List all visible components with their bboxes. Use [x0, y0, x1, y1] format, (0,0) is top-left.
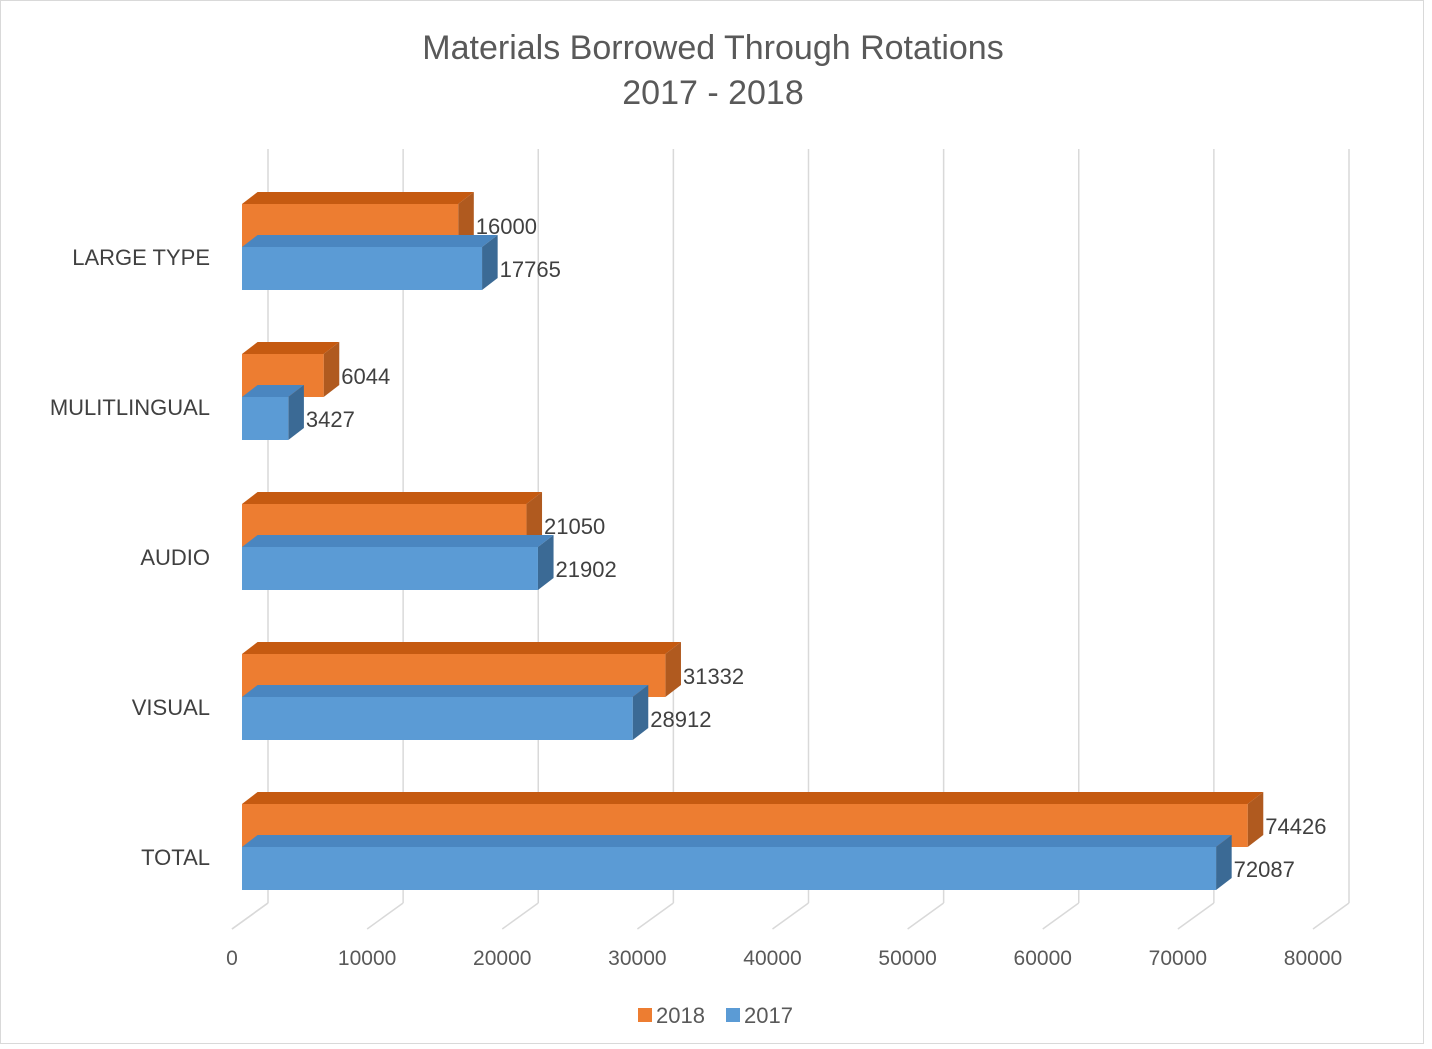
data-label: 21902	[556, 557, 617, 582]
chart-subtitle: 2017 - 2018	[622, 74, 804, 112]
bar-side-face	[482, 235, 498, 290]
bar-top-face	[242, 235, 498, 247]
data-label: 16000	[476, 214, 537, 239]
bar-side-face	[1216, 835, 1232, 890]
gridline-floor	[907, 902, 945, 930]
data-label: 17765	[500, 257, 561, 282]
gridline-floor	[636, 902, 674, 930]
data-label: 21050	[544, 514, 605, 539]
bar-2017	[242, 247, 483, 290]
bar-side-face	[665, 642, 681, 697]
category-label: MULITLINGUAL	[50, 395, 210, 420]
bar-2017	[242, 697, 633, 740]
x-tick-label: 40000	[743, 947, 801, 970]
x-tick-label: 10000	[338, 947, 396, 970]
bar-top-face	[242, 342, 340, 354]
bar-side-face	[1247, 792, 1264, 847]
gridline-floor	[231, 902, 269, 930]
x-tick-label: 30000	[608, 947, 666, 970]
bar-top-face	[242, 492, 543, 504]
bar-2017	[242, 547, 538, 590]
bar-2017	[242, 397, 289, 440]
bar-2017	[242, 847, 1217, 890]
gridline-floor	[1177, 902, 1215, 930]
gridline-floor	[1042, 902, 1080, 930]
data-label: 28912	[650, 707, 711, 732]
bar-side-face	[458, 192, 474, 247]
bar-top-face	[242, 535, 554, 547]
data-label: 74426	[1265, 814, 1326, 839]
bar-top-face	[242, 642, 681, 654]
x-tick-label: 20000	[473, 947, 531, 970]
labels: 0 10000 20000 30000 40000 50000 60000 70000 8000…	[50, 214, 1342, 970]
legend: 2018 2017	[638, 1003, 793, 1028]
data-label: 3427	[306, 407, 355, 432]
category-label: AUDIO	[140, 545, 210, 570]
x-tick-label: 60000	[1014, 947, 1072, 970]
bars	[242, 192, 1264, 890]
gridline-floor	[501, 902, 539, 930]
data-label: 31332	[683, 664, 744, 689]
bar-side-face	[288, 385, 304, 440]
category-label: LARGE TYPE	[72, 245, 210, 270]
bar-top-face	[242, 192, 474, 204]
bar-side-face	[526, 492, 543, 547]
x-tick-label: 0	[226, 947, 238, 970]
bar-top-face	[242, 385, 304, 397]
x-tick-label: 80000	[1284, 947, 1342, 970]
gridline-floor	[366, 902, 404, 930]
gridline-floor	[772, 902, 809, 930]
bar-top-face	[242, 792, 1264, 804]
bar-top-face	[242, 835, 1232, 847]
x-tick-label: 70000	[1149, 947, 1207, 970]
bar-side-face	[632, 685, 649, 740]
bar-side-face	[323, 342, 340, 397]
chart-title: Materials Borrowed Through Rotations	[422, 29, 1003, 67]
data-label: 72087	[1234, 857, 1295, 882]
x-tick-label: 50000	[878, 947, 936, 970]
bar-side-face	[537, 535, 554, 590]
bar-top-face	[242, 685, 649, 697]
legend-swatch-2017	[726, 1008, 740, 1022]
legend-swatch-2018	[638, 1008, 652, 1022]
legend-label-2017: 2017	[744, 1003, 793, 1028]
category-label: VISUAL	[132, 695, 210, 720]
data-label: 6044	[341, 364, 390, 389]
gridline-floor	[1312, 902, 1350, 930]
category-label: TOTAL	[141, 845, 210, 870]
legend-label-2018: 2018	[656, 1003, 705, 1028]
